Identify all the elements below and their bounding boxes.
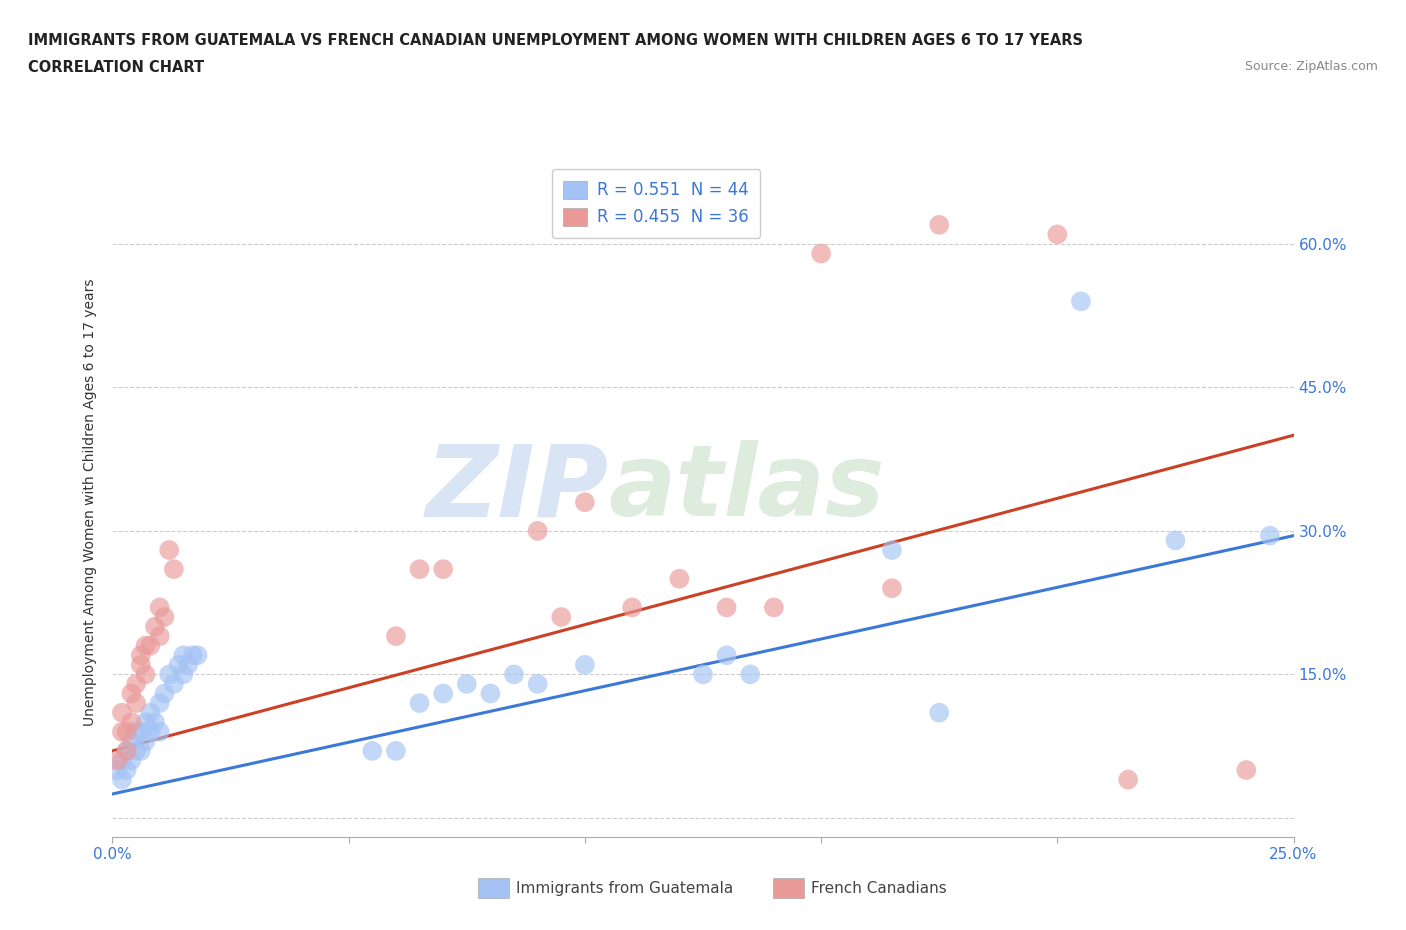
Point xyxy=(153,686,176,701)
Text: ZIP: ZIP xyxy=(426,440,609,538)
Point xyxy=(125,676,148,691)
Point xyxy=(408,696,430,711)
Point xyxy=(157,667,180,682)
Point xyxy=(149,696,172,711)
Point xyxy=(120,734,142,749)
Point xyxy=(526,524,548,538)
Point xyxy=(135,638,157,653)
Point xyxy=(129,658,152,672)
Point xyxy=(574,658,596,672)
Point xyxy=(928,705,950,720)
Point xyxy=(172,648,194,663)
Point xyxy=(149,629,172,644)
Text: Immigrants from Guatemala: Immigrants from Guatemala xyxy=(516,881,734,896)
Point xyxy=(153,609,176,624)
Point xyxy=(172,667,194,682)
Text: CORRELATION CHART: CORRELATION CHART xyxy=(28,60,204,75)
Point xyxy=(716,600,738,615)
Point xyxy=(385,743,408,758)
Point xyxy=(120,753,142,768)
Point xyxy=(810,246,832,261)
Point xyxy=(163,676,186,691)
Point xyxy=(115,724,138,739)
Point xyxy=(143,715,166,730)
Point xyxy=(716,648,738,663)
Point xyxy=(129,743,152,758)
Point xyxy=(361,743,384,758)
Point xyxy=(135,734,157,749)
Point xyxy=(115,743,138,758)
Legend: R = 0.551  N = 44, R = 0.455  N = 36: R = 0.551 N = 44, R = 0.455 N = 36 xyxy=(551,169,761,238)
Point xyxy=(111,753,134,768)
Point xyxy=(1164,533,1187,548)
Point xyxy=(177,658,200,672)
Text: IMMIGRANTS FROM GUATEMALA VS FRENCH CANADIAN UNEMPLOYMENT AMONG WOMEN WITH CHILD: IMMIGRANTS FROM GUATEMALA VS FRENCH CANA… xyxy=(28,33,1083,47)
Point xyxy=(432,562,454,577)
Point xyxy=(740,667,762,682)
Point xyxy=(139,724,162,739)
Point xyxy=(105,763,128,777)
Point xyxy=(1116,772,1139,787)
Point xyxy=(550,609,572,624)
Point xyxy=(479,686,502,701)
Text: French Canadians: French Canadians xyxy=(811,881,948,896)
Point xyxy=(163,562,186,577)
Point xyxy=(120,715,142,730)
Point xyxy=(181,648,204,663)
Point xyxy=(129,648,152,663)
Point xyxy=(928,218,950,232)
Point xyxy=(157,542,180,557)
Point xyxy=(1070,294,1092,309)
Point xyxy=(139,705,162,720)
Point xyxy=(125,696,148,711)
Point xyxy=(692,667,714,682)
Point xyxy=(149,724,172,739)
Text: Source: ZipAtlas.com: Source: ZipAtlas.com xyxy=(1244,60,1378,73)
Point xyxy=(1258,528,1281,543)
Point xyxy=(143,619,166,634)
Point xyxy=(105,753,128,768)
Point xyxy=(186,648,208,663)
Point xyxy=(111,724,134,739)
Point xyxy=(129,724,152,739)
Y-axis label: Unemployment Among Women with Children Ages 6 to 17 years: Unemployment Among Women with Children A… xyxy=(83,278,97,726)
Point xyxy=(621,600,644,615)
Point xyxy=(111,772,134,787)
Point xyxy=(408,562,430,577)
Point xyxy=(120,686,142,701)
Point xyxy=(111,705,134,720)
Point xyxy=(125,743,148,758)
Point xyxy=(385,629,408,644)
Point xyxy=(1046,227,1069,242)
Point xyxy=(762,600,785,615)
Point xyxy=(139,638,162,653)
Point xyxy=(880,542,903,557)
Point xyxy=(526,676,548,691)
Point xyxy=(167,658,190,672)
Point xyxy=(503,667,526,682)
Point xyxy=(135,667,157,682)
Text: atlas: atlas xyxy=(609,440,884,538)
Point xyxy=(115,763,138,777)
Point xyxy=(574,495,596,510)
Point xyxy=(1234,763,1257,777)
Point xyxy=(668,571,690,586)
Point xyxy=(456,676,478,691)
Point xyxy=(135,715,157,730)
Point xyxy=(125,724,148,739)
Point xyxy=(115,743,138,758)
Point xyxy=(149,600,172,615)
Point xyxy=(432,686,454,701)
Point xyxy=(880,581,903,596)
